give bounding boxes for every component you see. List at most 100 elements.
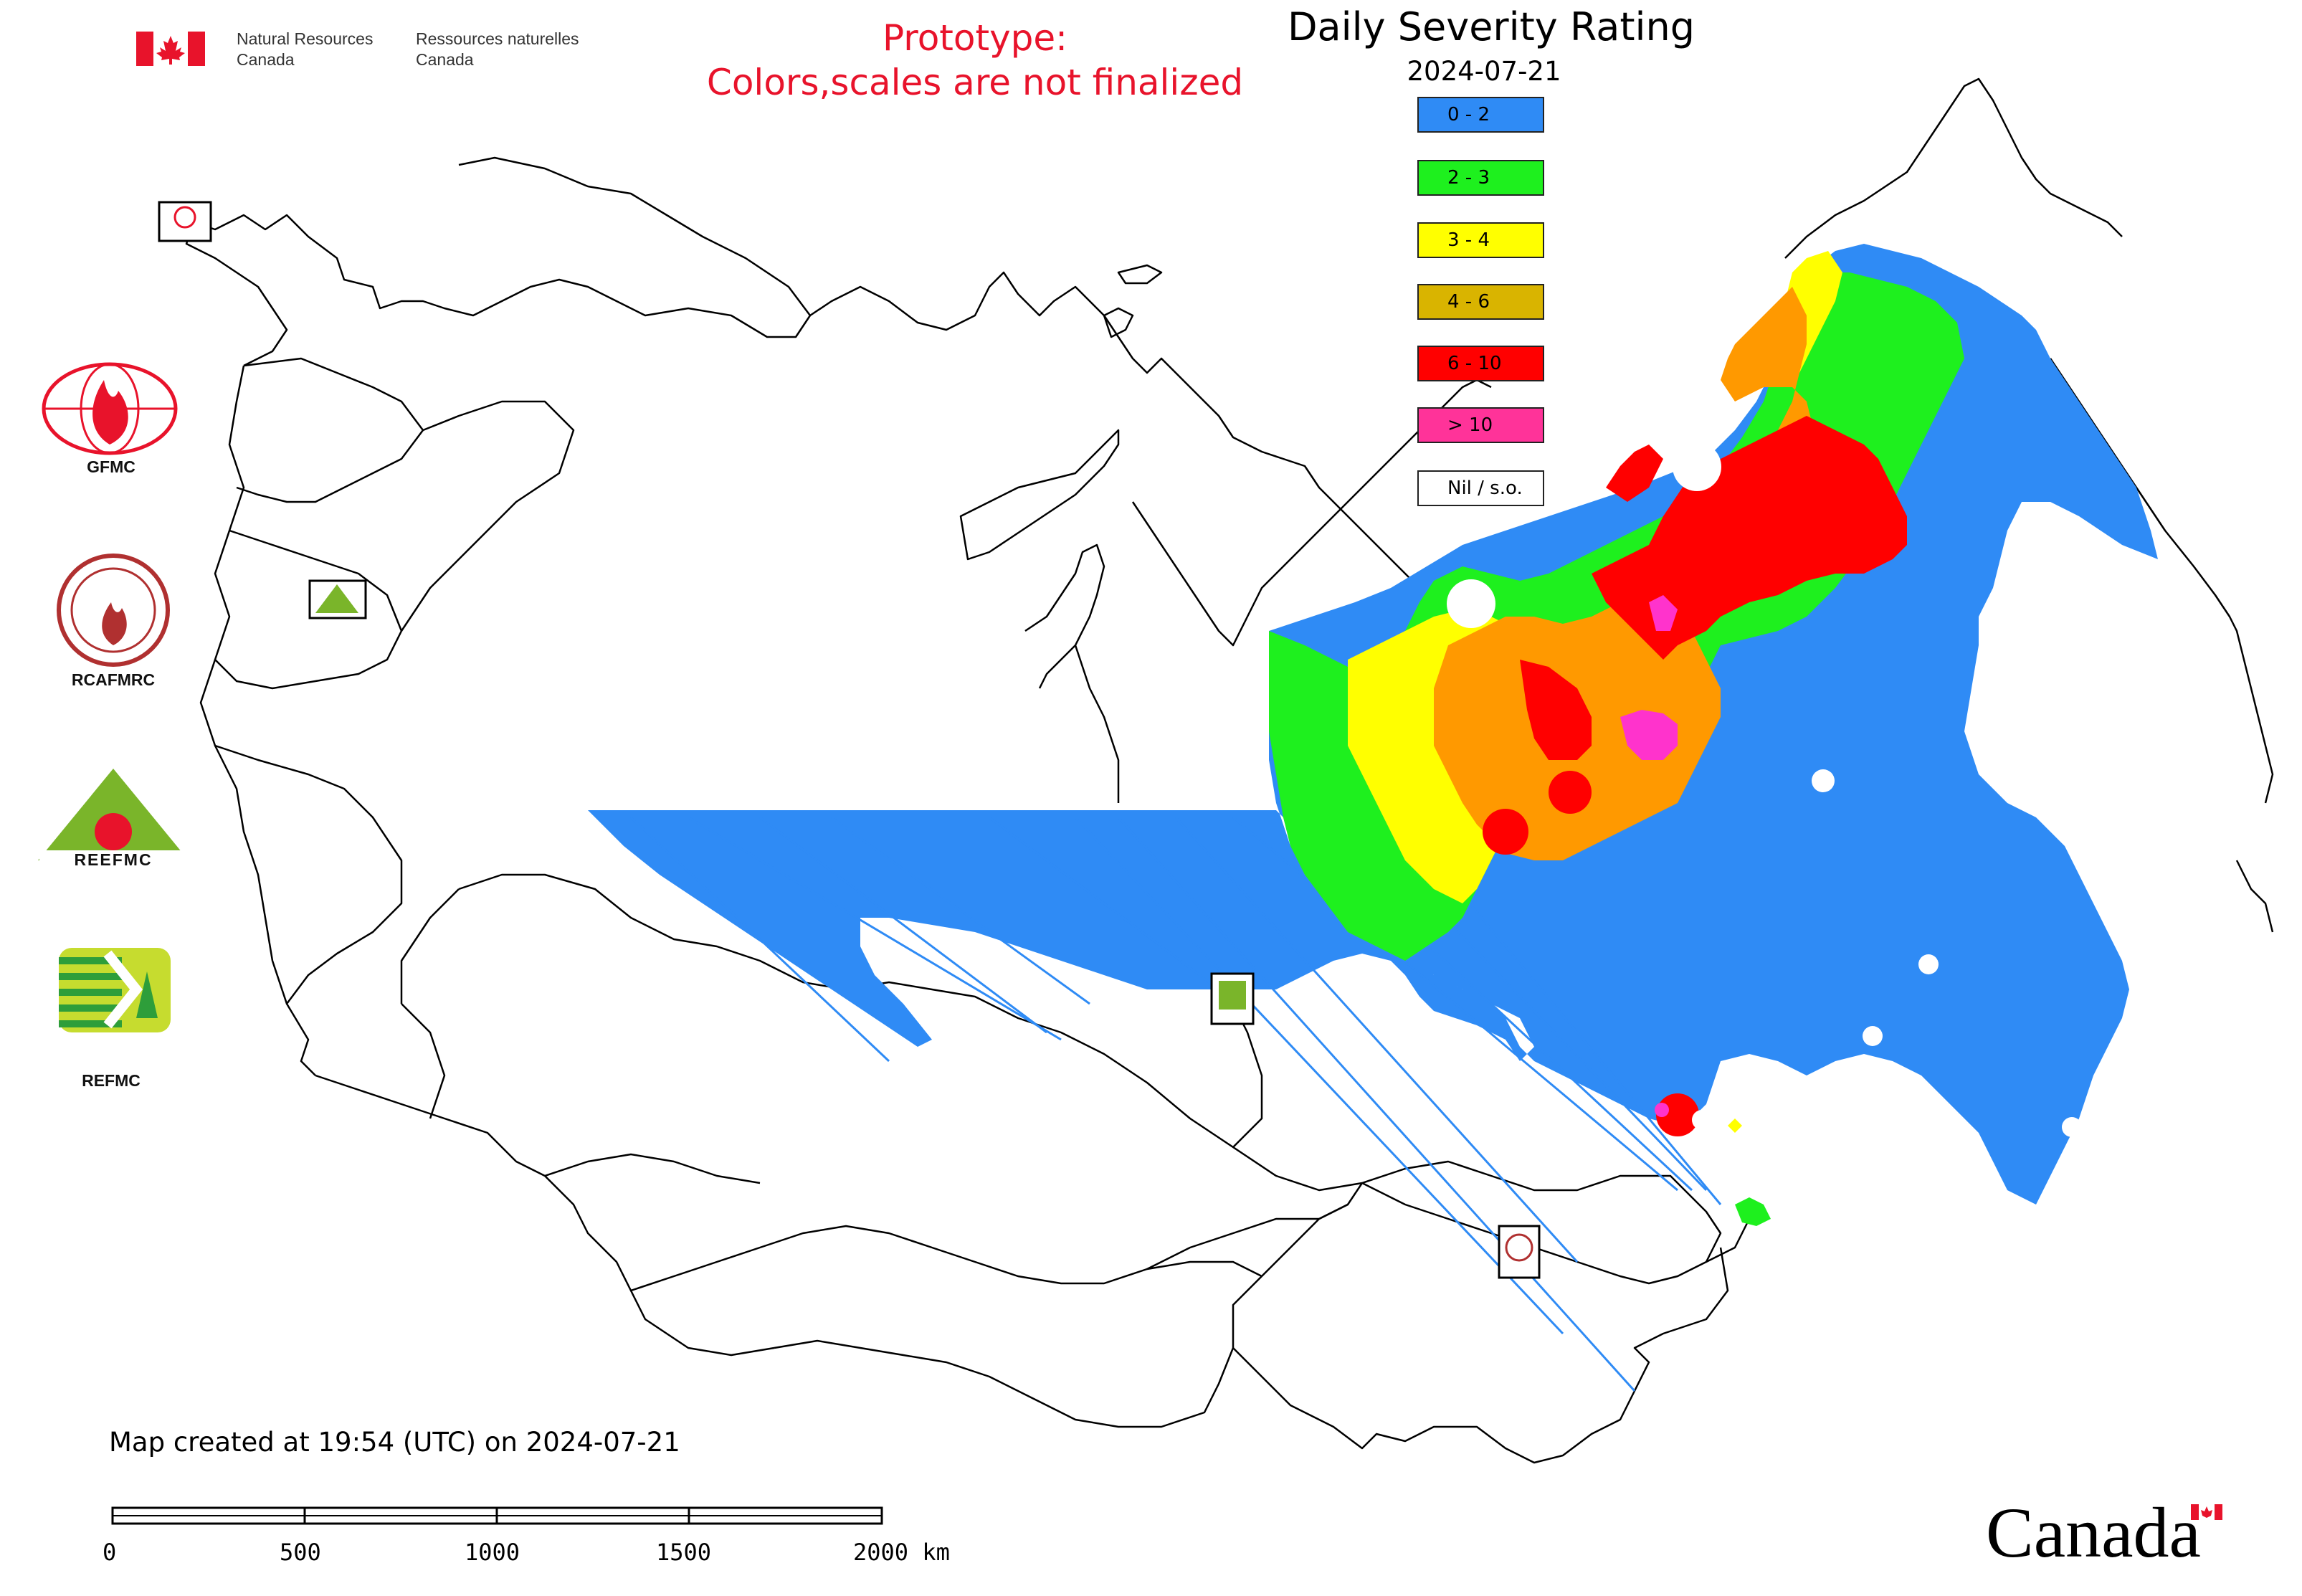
raster-streak — [1232, 816, 1678, 1192]
raster-streak — [989, 816, 1219, 991]
outline-kuril-islands — [2235, 860, 2274, 933]
scale-bar — [111, 1506, 883, 1525]
government-signature: Natural Resources Canada Ressources natu… — [136, 26, 609, 76]
outline-scandinavia — [185, 156, 812, 367]
wordmark-flag-leaf — [2201, 1506, 2212, 1518]
outline-gydan — [1131, 501, 1305, 647]
raster-east-patch-yellow — [1728, 1118, 1742, 1133]
raster-streak — [831, 816, 1090, 1005]
outline-novaya-zemlya — [959, 429, 1120, 561]
scale-label-1000: 1000 — [465, 1539, 520, 1566]
prototype-notice: Prototype: Colors,scales are not finaliz… — [631, 16, 1319, 105]
legend-item-0-2: 0 - 2 — [1417, 97, 1544, 133]
raster-streak — [759, 816, 1047, 1034]
legend-item-4-6: 4 - 6 — [1417, 284, 1544, 320]
prototype-notice-line1: Prototype: — [882, 17, 1068, 59]
raster-class-6-10-spot-mid — [1549, 771, 1592, 814]
gfmc-flame-icon — [92, 380, 128, 445]
wordmark-flag-right — [2215, 1504, 2222, 1520]
marker-gfmc — [158, 201, 212, 242]
map-title: Daily Severity Rating — [1287, 4, 1695, 49]
outline-central-asia — [774, 1182, 1364, 1428]
outline-mongolia — [1146, 1174, 1722, 1285]
raster-class-gt-10 — [1620, 710, 1678, 760]
gov-fr-line1: Ressources naturelles — [416, 29, 579, 48]
created-timestamp: Map created at 19:54 (UTC) on 2024-07-21 — [109, 1427, 680, 1458]
reefmc-logo — [38, 769, 189, 869]
map-logo-markers — [158, 201, 1541, 1279]
outline-european-russia — [400, 400, 575, 632]
refmc-sigma-icon — [103, 950, 143, 1029]
canada-flag-icon — [136, 32, 205, 66]
scale-label-0: 0 — [103, 1539, 117, 1566]
outline-chukotka — [1784, 77, 2123, 259]
legend-item-6-10: 6 - 10 — [1417, 346, 1544, 381]
outline-belarus — [214, 529, 403, 690]
gfmc-logo — [42, 362, 178, 455]
raster-nil-hole — [1673, 442, 1721, 491]
marker-reefmc-emblem — [315, 584, 358, 613]
raster-class-6-10-spot-south — [1656, 1093, 1699, 1136]
raster-nil-hole — [1447, 579, 1495, 628]
marker-rcafmrc-emblem — [1505, 1233, 1533, 1262]
legend-item-gt-10: > 10 — [1417, 407, 1544, 443]
outline-caucasus — [315, 1074, 775, 1357]
outline-western-border — [199, 365, 316, 1076]
map-date: 2024-07-21 — [1407, 56, 1561, 87]
gov-en-line2: Canada — [237, 50, 295, 69]
raster-class-6-10-spot-west — [1483, 809, 1528, 855]
outline-arctic-coast — [809, 271, 1420, 589]
outline-severnaya-zemlya — [1103, 264, 1163, 338]
outline-taymyr — [1304, 379, 1492, 546]
canada-wordmark: Canada — [1986, 1493, 2201, 1572]
raster-streak — [688, 816, 1062, 1041]
rcafmrc-seal-icon — [57, 554, 170, 667]
raster-nil-hole — [1812, 769, 1835, 792]
scale-label-1500: 1500 — [656, 1539, 712, 1566]
gov-name-fr: Ressources naturelles Canada — [416, 29, 579, 70]
severity-raster — [588, 244, 2158, 1392]
outline-china — [1232, 1205, 1751, 1464]
logo-label-reefmc: REEFMC — [74, 850, 153, 869]
raster-nil-hole — [1918, 954, 1939, 974]
outline-ukraine — [214, 744, 403, 1004]
wordmark-flag-left — [2191, 1504, 2199, 1520]
raster-streak — [1074, 816, 1564, 1335]
legend-item-2-3: 2 - 3 — [1417, 160, 1544, 196]
raster-nil-hole — [2062, 1117, 2082, 1137]
scale-label-500: 500 — [280, 1539, 321, 1566]
gov-name-en: Natural Resources Canada — [237, 29, 373, 70]
scale-label-2000: 2000 km — [853, 1539, 950, 1566]
raster-class-6-10 — [1592, 416, 1907, 660]
raster-east-patch — [1735, 1197, 1771, 1226]
raster-class-6-10-north — [1606, 445, 1663, 502]
raster-nil-hole — [1863, 1026, 1883, 1046]
refmc-stripes — [59, 957, 122, 1027]
outline-aral — [544, 1153, 761, 1184]
outline-yamal — [1024, 543, 1120, 803]
outline-uzbek-border — [630, 1225, 1262, 1292]
reefmc-flame-disc — [95, 813, 132, 850]
legend-item-nil: Nil / s.o. — [1417, 470, 1544, 506]
raster-nil-hole — [1692, 1110, 1712, 1130]
gov-fr-line2: Canada — [416, 50, 474, 69]
outline-baltic-region — [236, 357, 424, 503]
logo-label-gfmc: GFMC — [87, 457, 135, 476]
outline-caspian — [400, 888, 460, 1119]
raster-class-gt-10-north — [1649, 595, 1678, 631]
refmc-tree-icon — [136, 972, 158, 1018]
rcafmrc-logo — [57, 554, 170, 667]
prototype-notice-line2: Colors,scales are not finalized — [706, 62, 1244, 103]
legend-item-3-4: 3 - 4 — [1417, 222, 1544, 258]
wordmark-flag-icon — [2191, 1504, 2222, 1520]
gov-en-line1: Natural Resources — [237, 29, 374, 48]
raster-streaks — [629, 816, 1722, 1392]
logo-label-refmc: REFMC — [82, 1071, 141, 1090]
raster-streak — [629, 816, 890, 1063]
marker-gfmc-emblem — [173, 206, 196, 229]
raster-streak — [1117, 816, 1636, 1392]
raster-class-6-10-central — [1520, 660, 1592, 760]
rcafmrc-seal-inner-ring — [70, 567, 156, 653]
marker-refmc-emblem — [1219, 981, 1246, 1010]
rcafmrc-flame-icon — [102, 602, 127, 645]
